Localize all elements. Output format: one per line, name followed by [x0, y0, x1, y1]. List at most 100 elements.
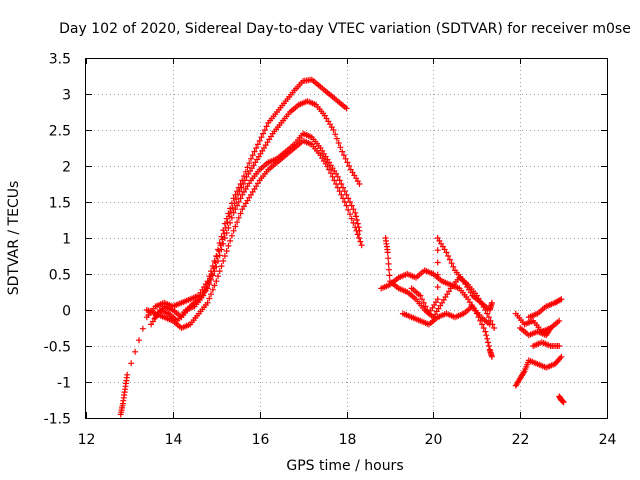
data-point — [132, 348, 139, 355]
data-point — [206, 295, 213, 302]
data-point — [340, 152, 347, 159]
series-trace-2 — [148, 98, 363, 328]
chart-title: Day 102 of 2020, Sidereal Day-to-day VTE… — [59, 21, 631, 37]
data-point — [209, 286, 216, 293]
data-point — [434, 247, 441, 254]
data-point — [204, 285, 211, 292]
data-point — [356, 227, 363, 234]
data-point — [556, 343, 563, 349]
data-point — [238, 184, 245, 191]
data-point — [558, 353, 565, 360]
data-point — [218, 246, 225, 253]
data-point — [216, 252, 223, 259]
data-point — [434, 271, 441, 278]
series-trace-4 — [152, 130, 363, 321]
data-point — [450, 263, 457, 270]
series-trace-8 — [399, 303, 493, 328]
data-point — [343, 105, 350, 112]
data-point — [225, 242, 232, 249]
x-tick-label: 20 — [425, 432, 443, 448]
data-point — [343, 191, 350, 198]
data-point — [354, 231, 361, 238]
data-point — [488, 299, 495, 306]
data-point — [482, 328, 489, 335]
data-point — [483, 332, 490, 339]
data-point — [326, 166, 333, 173]
y-tick-label: 1 — [62, 232, 71, 248]
x-tick-label: 14 — [165, 432, 183, 448]
data-point — [485, 339, 491, 346]
data-point — [258, 134, 265, 141]
y-axis-label: SDTVAR / TECUs — [6, 181, 22, 296]
series-trace-10 — [525, 296, 565, 321]
data-point — [221, 235, 228, 241]
series-trace-1 — [117, 76, 350, 418]
data-point — [139, 325, 146, 332]
x-tick-label: 18 — [339, 432, 357, 448]
data-points — [117, 76, 567, 418]
data-point — [357, 238, 364, 245]
y-tick-label: 0.5 — [49, 268, 71, 284]
data-point — [339, 148, 346, 155]
data-point — [443, 249, 450, 256]
data-point — [352, 209, 359, 216]
y-tick-label: 2 — [62, 160, 71, 176]
data-point — [240, 181, 247, 187]
data-point — [491, 325, 498, 331]
data-point — [356, 235, 363, 241]
data-point — [345, 206, 352, 213]
y-tick-label: 1.5 — [49, 196, 71, 212]
data-point — [485, 343, 492, 349]
data-point — [256, 137, 263, 144]
data-point — [335, 140, 342, 146]
data-point — [334, 173, 341, 180]
data-point — [220, 258, 227, 264]
data-point — [211, 282, 218, 289]
y-tick-label: 3 — [62, 88, 71, 104]
data-point — [484, 335, 491, 342]
x-tick-label: 12 — [78, 432, 96, 448]
data-point — [448, 260, 455, 267]
data-point — [334, 184, 341, 191]
data-point — [445, 253, 452, 259]
data-point — [385, 260, 392, 267]
data-point — [215, 273, 221, 280]
data-point — [225, 224, 232, 231]
series-trace-3 — [143, 137, 365, 331]
data-point — [216, 268, 223, 275]
data-point — [356, 181, 363, 187]
data-point — [223, 230, 230, 236]
data-point — [558, 296, 565, 303]
data-point — [215, 258, 221, 264]
data-point — [345, 195, 352, 202]
x-tick-label: 16 — [252, 432, 270, 448]
data-point — [340, 184, 346, 191]
data-point — [434, 259, 441, 266]
data-point — [235, 199, 242, 205]
data-point — [204, 299, 211, 306]
data-point — [419, 296, 425, 303]
data-point — [230, 209, 237, 216]
data-point — [385, 255, 392, 262]
data-point — [386, 266, 392, 273]
data-point — [331, 177, 338, 184]
data-point — [333, 181, 340, 187]
data-point — [234, 219, 241, 226]
data-point — [254, 141, 261, 148]
series-trace-7 — [408, 235, 495, 317]
data-point — [236, 188, 243, 195]
data-point — [128, 360, 135, 367]
y-tick-label: -1 — [57, 376, 71, 392]
data-point — [484, 310, 491, 317]
data-point — [336, 188, 343, 195]
data-point — [422, 303, 429, 310]
data-point — [560, 399, 567, 406]
data-point — [213, 253, 220, 259]
y-tick-label: -0.5 — [44, 340, 71, 356]
series-trace-9 — [512, 310, 563, 339]
data-point — [327, 170, 334, 177]
data-point — [355, 224, 362, 231]
data-point — [227, 219, 234, 226]
data-point — [260, 130, 267, 137]
y-tick-labels: 3.5 3 2.5 2 1.5 1 0.5 0 -0.5 -1 -1.5 — [44, 52, 71, 428]
